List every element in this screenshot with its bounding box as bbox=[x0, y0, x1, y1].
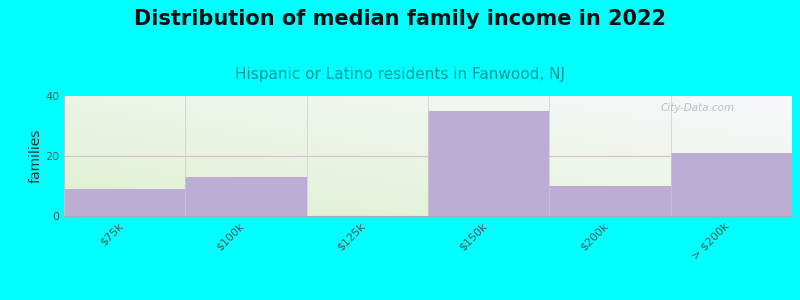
Bar bbox=[64, 189, 186, 216]
Y-axis label: families: families bbox=[28, 129, 42, 183]
Bar bbox=[670, 153, 792, 216]
Text: Distribution of median family income in 2022: Distribution of median family income in … bbox=[134, 9, 666, 29]
Text: Hispanic or Latino residents in Fanwood, NJ: Hispanic or Latino residents in Fanwood,… bbox=[235, 68, 565, 82]
Text: City-Data.com: City-Data.com bbox=[660, 103, 734, 113]
Bar bbox=[550, 186, 670, 216]
Bar bbox=[428, 111, 550, 216]
Bar bbox=[186, 177, 306, 216]
